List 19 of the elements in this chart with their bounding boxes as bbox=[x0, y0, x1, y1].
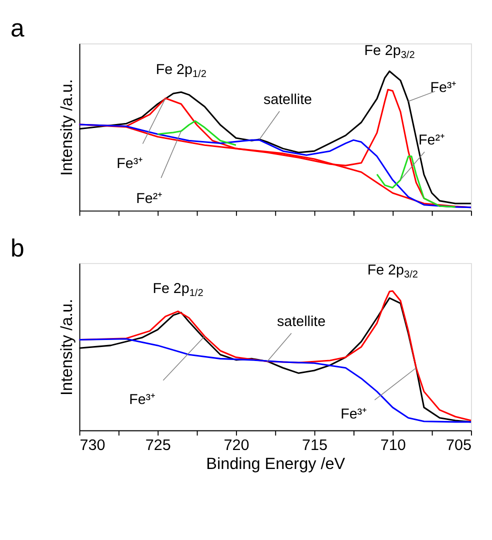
x-tick-label: 730 bbox=[80, 436, 106, 454]
chart-title: a bbox=[10, 16, 25, 43]
y-axis-title: Intensity /a.u. bbox=[58, 79, 76, 176]
x-tick-label: 710 bbox=[380, 436, 406, 454]
annotation: Fe³⁺ bbox=[129, 392, 156, 408]
annotation: Fe³⁺ bbox=[340, 406, 368, 423]
chart-title: b bbox=[10, 235, 24, 262]
x-tick-label: 715 bbox=[302, 436, 328, 454]
annotation: Fe²⁺ bbox=[418, 132, 446, 149]
x-tick-label: 725 bbox=[145, 436, 171, 454]
annotation: satellite bbox=[263, 92, 312, 108]
x-axis-title: Binding Energy /eV bbox=[206, 454, 346, 473]
annotation: Fe²⁺ bbox=[136, 190, 163, 207]
annotation: satellite bbox=[277, 314, 326, 330]
y-axis-title: Intensity /a.u. bbox=[58, 298, 76, 396]
x-tick-label: 705 bbox=[446, 436, 472, 454]
annotation: Fe³⁺ bbox=[116, 156, 144, 172]
annotation: Fe³⁺ bbox=[430, 80, 457, 96]
x-tick-label: 720 bbox=[224, 436, 250, 454]
